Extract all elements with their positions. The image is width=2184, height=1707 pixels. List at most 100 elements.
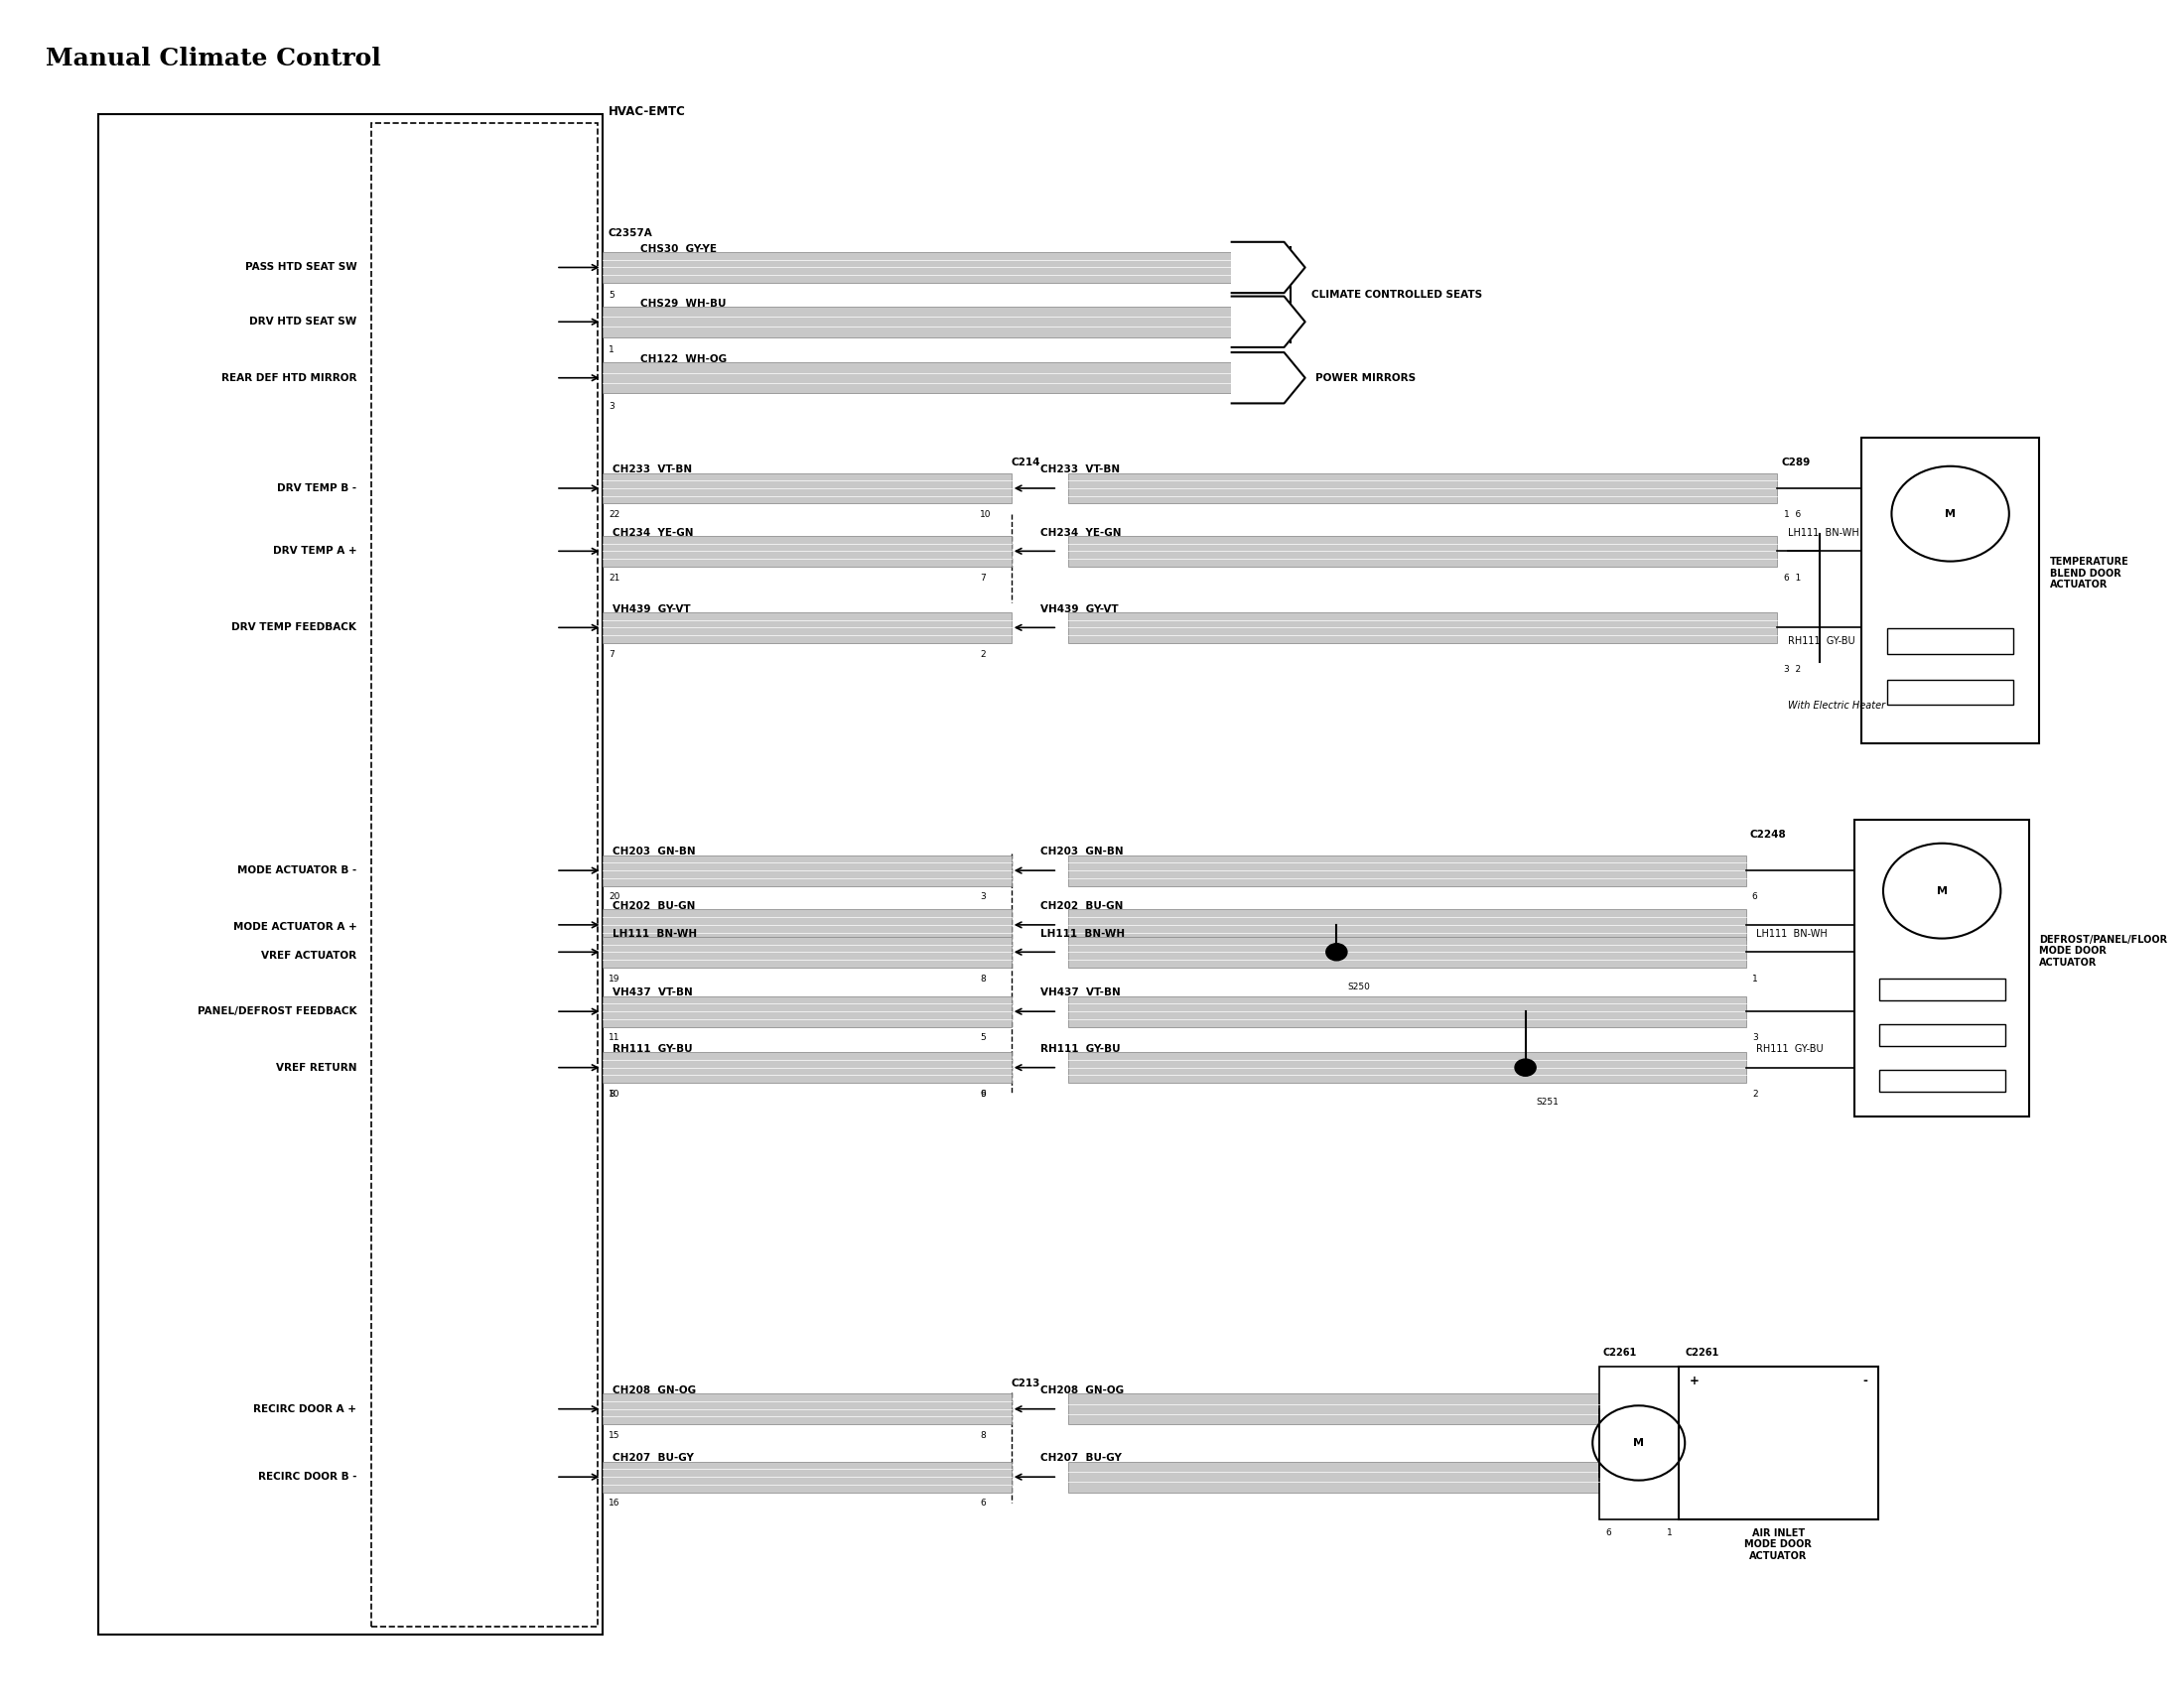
Text: MODE ACTUATOR B -: MODE ACTUATOR B - [238,865,356,876]
Bar [1068,613,1778,644]
Text: 16: 16 [609,1499,620,1507]
Text: C213: C213 [1011,1379,1040,1388]
Text: CH233  VT-BN: CH233 VT-BN [614,464,692,475]
Bar [603,613,1011,644]
Bar [1068,937,1745,968]
Bar [603,937,1011,968]
Bar [603,473,1011,504]
Text: CH233  VT-BN: CH233 VT-BN [1042,464,1120,475]
Text: 6: 6 [1605,1528,1612,1536]
Text: CH202  BU-GN: CH202 BU-GN [1042,901,1123,912]
Text: PANEL/DEFROST FEEDBACK: PANEL/DEFROST FEEDBACK [197,1007,356,1016]
Text: 3: 3 [609,401,614,411]
Text: 2: 2 [981,650,985,659]
Text: 5: 5 [981,1033,985,1043]
Text: POWER MIRRORS: POWER MIRRORS [1315,372,1415,382]
Text: VH437  VT-BN: VH437 VT-BN [1042,988,1120,999]
Text: CH208  GN-OG: CH208 GN-OG [614,1386,697,1395]
Bar [1068,997,1745,1028]
Text: 11: 11 [609,1033,620,1043]
Text: RH111  GY-BU: RH111 GY-BU [1789,637,1854,645]
Bar [603,1052,1011,1082]
Bar [1887,628,2014,654]
Text: LH111  BN-WH: LH111 BN-WH [1789,527,1859,538]
Text: LH111  BN-WH: LH111 BN-WH [1042,929,1125,939]
Text: S250: S250 [1348,983,1369,992]
Text: CHS30  GY-YE: CHS30 GY-YE [640,244,716,254]
Text: RH111  GY-BU: RH111 GY-BU [614,1045,692,1053]
Text: MODE ACTUATOR A +: MODE ACTUATOR A + [234,922,356,932]
Text: C2357A: C2357A [609,229,653,239]
Bar [1068,910,1745,941]
Text: CH203  GN-BN: CH203 GN-BN [614,847,697,857]
Bar [1878,978,2005,1000]
Bar [1068,1393,1599,1424]
Text: CLIMATE CONTROLLED SEATS: CLIMATE CONTROLLED SEATS [1310,290,1483,300]
Bar [1068,536,1778,567]
Text: CH234  YE-GN: CH234 YE-GN [614,527,695,538]
Text: RECIRC DOOR B -: RECIRC DOOR B - [258,1471,356,1482]
Text: RH111  GY-BU: RH111 GY-BU [1756,1045,1824,1053]
Bar [603,362,1232,393]
Bar [98,114,603,1635]
Text: 1: 1 [1666,1528,1673,1536]
Text: 19: 19 [609,975,620,983]
Text: CH202  BU-GN: CH202 BU-GN [614,901,695,912]
Text: AIR INLET
MODE DOOR
ACTUATOR: AIR INLET MODE DOOR ACTUATOR [1745,1528,1813,1560]
Text: 6: 6 [1752,893,1758,901]
Bar [1068,1461,1599,1492]
Text: -: - [1863,1376,1867,1388]
Text: 8: 8 [981,1430,985,1441]
Bar [1878,1024,2005,1046]
Text: VH439  GY-VT: VH439 GY-VT [1042,604,1118,615]
Text: CH207  BU-GY: CH207 BU-GY [614,1453,695,1463]
Text: 20: 20 [609,893,620,901]
Bar [603,910,1011,941]
Text: DRV TEMP B -: DRV TEMP B - [277,483,356,493]
Bar [603,536,1011,567]
Text: PASS HTD SEAT SW: PASS HTD SEAT SW [245,263,356,273]
Text: 3  2: 3 2 [1784,666,1800,674]
Bar [603,1461,1011,1492]
Text: VH437  VT-BN: VH437 VT-BN [614,988,692,999]
Text: 15: 15 [609,1430,620,1441]
Text: 6: 6 [981,1089,985,1099]
Text: C2261: C2261 [1603,1349,1638,1359]
Bar [1854,819,2029,1116]
Text: CH203  GN-BN: CH203 GN-BN [1042,847,1125,857]
Text: DRV TEMP A +: DRV TEMP A + [273,546,356,556]
Text: LH111  BN-WH: LH111 BN-WH [1756,929,1828,939]
Text: Manual Climate Control: Manual Climate Control [46,46,382,70]
Text: RECIRC DOOR A +: RECIRC DOOR A + [253,1405,356,1413]
Bar [1887,679,2014,705]
Text: M: M [1937,886,1948,896]
Text: 9: 9 [981,1089,985,1099]
Polygon shape [1232,297,1306,347]
Text: 1: 1 [609,345,614,355]
Text: 1  6: 1 6 [1784,510,1800,519]
Bar [1679,1367,1878,1519]
Text: VREF ACTUATOR: VREF ACTUATOR [262,951,356,961]
Text: 3: 3 [1752,1033,1758,1043]
Text: 8: 8 [609,1089,614,1099]
Text: 2: 2 [1752,1089,1758,1099]
Polygon shape [1232,352,1306,403]
Text: CH122  WH-OG: CH122 WH-OG [640,355,727,364]
Bar [603,307,1232,336]
Text: 10: 10 [981,510,992,519]
Bar [603,253,1232,283]
Text: REAR DEF HTD MIRROR: REAR DEF HTD MIRROR [221,372,356,382]
Text: 6  1: 6 1 [1784,574,1800,582]
Bar [1068,473,1778,504]
Text: 6: 6 [981,1499,985,1507]
Bar [603,997,1011,1028]
Bar [603,855,1011,886]
Text: RH111  GY-BU: RH111 GY-BU [1042,1045,1120,1053]
Polygon shape [1232,242,1306,294]
Text: S251: S251 [1535,1098,1559,1108]
Text: C289: C289 [1782,457,1811,468]
Bar [1068,1052,1745,1082]
Text: VH439  GY-VT: VH439 GY-VT [614,604,690,615]
Text: DEFROST/PANEL/FLOOR
MODE DOOR
ACTUATOR: DEFROST/PANEL/FLOOR MODE DOOR ACTUATOR [2040,935,2169,968]
Text: C2261: C2261 [1684,1349,1719,1359]
